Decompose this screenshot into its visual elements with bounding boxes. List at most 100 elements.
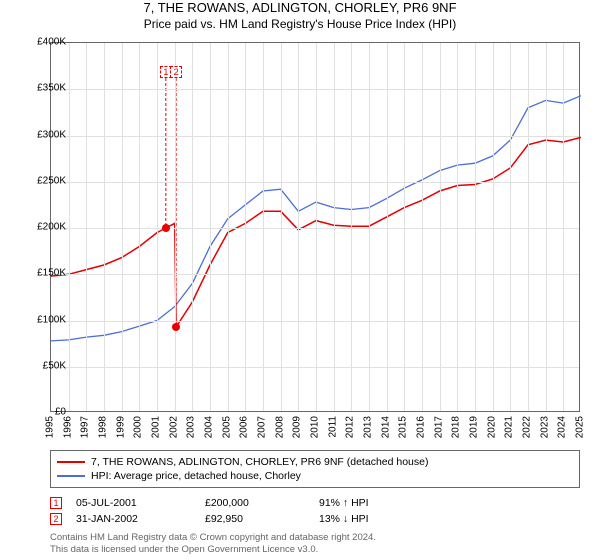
gridline-v bbox=[192, 43, 193, 411]
chart-subtitle: Price paid vs. HM Land Registry's House … bbox=[0, 17, 600, 31]
x-tick-label: 2015 bbox=[398, 416, 409, 438]
gridline-v bbox=[122, 43, 123, 411]
gridline-v bbox=[69, 43, 70, 411]
x-tick-label: 1995 bbox=[45, 416, 56, 438]
legend-swatch bbox=[57, 461, 85, 463]
transaction-date: 05-JUL-2001 bbox=[76, 497, 191, 509]
gridline-v bbox=[245, 43, 246, 411]
transaction-row: 1 05-JUL-2001 £200,000 91% ↑ HPI bbox=[50, 495, 580, 511]
x-tick-label: 2017 bbox=[433, 416, 444, 438]
gridline-v bbox=[104, 43, 105, 411]
chart-title: 7, THE ROWANS, ADLINGTON, CHORLEY, PR6 9… bbox=[0, 0, 600, 15]
x-tick-label: 2002 bbox=[168, 416, 179, 438]
x-tick-label: 1998 bbox=[98, 416, 109, 438]
gridline-v bbox=[493, 43, 494, 411]
transaction-date: 31-JAN-2002 bbox=[76, 513, 191, 525]
footer-line2: This data is licensed under the Open Gov… bbox=[50, 544, 376, 556]
gridline-v bbox=[528, 43, 529, 411]
gridline-v bbox=[440, 43, 441, 411]
x-tick-label: 2001 bbox=[151, 416, 162, 438]
gridline-v bbox=[210, 43, 211, 411]
transaction-pct: 13% ↓ HPI bbox=[319, 513, 409, 525]
y-tick-label: £300K bbox=[37, 129, 66, 140]
x-tick-label: 2005 bbox=[221, 416, 232, 438]
x-tick-label: 2000 bbox=[133, 416, 144, 438]
x-tick-label: 2004 bbox=[204, 416, 215, 438]
plot-area: 12 bbox=[50, 42, 580, 412]
gridline-v bbox=[298, 43, 299, 411]
transactions-table: 1 05-JUL-2001 £200,000 91% ↑ HPI 2 31-JAN-200… bbox=[50, 495, 580, 527]
legend-item: 7, THE ROWANS, ADLINGTON, CHORLEY, PR6 9… bbox=[57, 455, 573, 469]
gridline-v bbox=[369, 43, 370, 411]
gridline-v bbox=[475, 43, 476, 411]
gridline-v bbox=[510, 43, 511, 411]
y-tick-label: £150K bbox=[37, 268, 66, 279]
gridline-v bbox=[387, 43, 388, 411]
gridline-v bbox=[351, 43, 352, 411]
x-tick-label: 1999 bbox=[115, 416, 126, 438]
footer: Contains HM Land Registry data © Crown c… bbox=[50, 532, 376, 556]
marker-dot bbox=[162, 224, 170, 232]
chart-container: 7, THE ROWANS, ADLINGTON, CHORLEY, PR6 9… bbox=[0, 0, 600, 560]
x-tick-label: 2022 bbox=[522, 416, 533, 438]
y-tick-label: £250K bbox=[37, 175, 66, 186]
x-tick-label: 2025 bbox=[575, 416, 586, 438]
x-tick-label: 2016 bbox=[416, 416, 427, 438]
gridline-h bbox=[51, 136, 579, 137]
transaction-pct: 91% ↑ HPI bbox=[319, 497, 409, 509]
legend-item: HPI: Average price, detached house, Chor… bbox=[57, 469, 573, 483]
gridline-h bbox=[51, 367, 579, 368]
y-tick-label: £200K bbox=[37, 222, 66, 233]
x-tick-label: 2013 bbox=[363, 416, 374, 438]
x-tick-label: 2024 bbox=[557, 416, 568, 438]
y-tick-label: £350K bbox=[37, 83, 66, 94]
legend-label: HPI: Average price, detached house, Chor… bbox=[91, 470, 301, 482]
y-tick-label: £400K bbox=[37, 37, 66, 48]
legend-swatch bbox=[57, 475, 85, 477]
y-tick-label: £50K bbox=[43, 360, 66, 371]
transaction-price: £92,950 bbox=[205, 513, 305, 525]
x-tick-label: 2019 bbox=[469, 416, 480, 438]
transaction-index: 1 bbox=[50, 497, 62, 509]
x-tick-label: 2006 bbox=[239, 416, 250, 438]
transaction-price: £200,000 bbox=[205, 497, 305, 509]
x-tick-label: 2011 bbox=[327, 416, 338, 438]
legend-label: 7, THE ROWANS, ADLINGTON, CHORLEY, PR6 9… bbox=[91, 456, 428, 468]
gridline-v bbox=[263, 43, 264, 411]
gridline-v bbox=[175, 43, 176, 411]
transaction-index: 2 bbox=[50, 513, 62, 525]
x-tick-label: 2021 bbox=[504, 416, 515, 438]
x-tick-label: 2003 bbox=[186, 416, 197, 438]
footer-line1: Contains HM Land Registry data © Crown c… bbox=[50, 532, 376, 544]
gridline-h bbox=[51, 321, 579, 322]
gridline-h bbox=[51, 274, 579, 275]
chart-svg bbox=[51, 43, 579, 411]
gridline-v bbox=[157, 43, 158, 411]
gridline-v bbox=[316, 43, 317, 411]
transaction-row: 2 31-JAN-2002 £92,950 13% ↓ HPI bbox=[50, 511, 580, 527]
x-tick-label: 2008 bbox=[274, 416, 285, 438]
gridline-v bbox=[457, 43, 458, 411]
x-tick-label: 2020 bbox=[486, 416, 497, 438]
x-tick-label: 1996 bbox=[62, 416, 73, 438]
gridline-h bbox=[51, 89, 579, 90]
gridline-v bbox=[334, 43, 335, 411]
gridline-h bbox=[51, 228, 579, 229]
gridline-v bbox=[563, 43, 564, 411]
x-tick-label: 2007 bbox=[257, 416, 268, 438]
gridline-v bbox=[422, 43, 423, 411]
x-tick-label: 2012 bbox=[345, 416, 356, 438]
gridline-h bbox=[51, 182, 579, 183]
gridline-v bbox=[228, 43, 229, 411]
gridline-v bbox=[404, 43, 405, 411]
y-tick-label: £100K bbox=[37, 314, 66, 325]
marker-index-box: 2 bbox=[170, 66, 182, 78]
x-tick-label: 2014 bbox=[380, 416, 391, 438]
gridline-v bbox=[139, 43, 140, 411]
legend: 7, THE ROWANS, ADLINGTON, CHORLEY, PR6 9… bbox=[50, 450, 580, 488]
gridline-v bbox=[546, 43, 547, 411]
x-tick-label: 2018 bbox=[451, 416, 462, 438]
x-tick-label: 2009 bbox=[292, 416, 303, 438]
x-tick-label: 1997 bbox=[80, 416, 91, 438]
x-tick-label: 2010 bbox=[310, 416, 321, 438]
